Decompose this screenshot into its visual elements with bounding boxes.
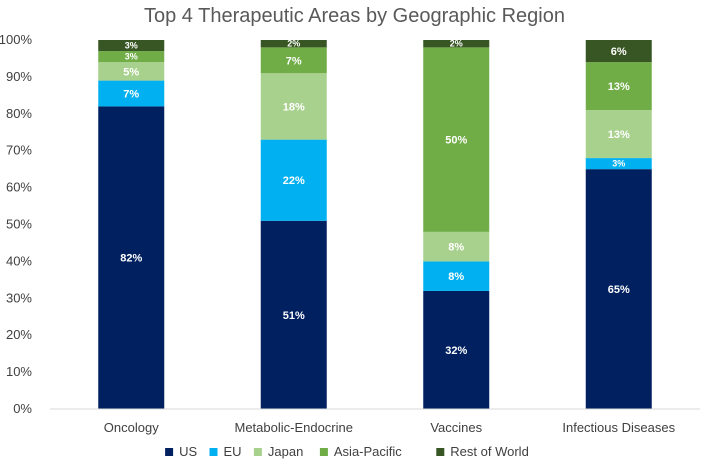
legend-swatch: [436, 448, 445, 456]
bar-segment-japan: [423, 231, 490, 262]
legend-label: EU: [224, 444, 242, 459]
chart-title: Top 4 Therapeutic Areas by Geographic Re…: [144, 5, 565, 27]
data-label: 82%: [120, 253, 142, 265]
legend-swatch: [319, 448, 328, 456]
data-label: 18%: [283, 101, 305, 113]
bar-segment-eu: [98, 80, 165, 107]
data-label: 6%: [611, 46, 627, 58]
bar-segment-asia-pacific: [98, 51, 165, 63]
x-tick-label: Oncology: [104, 420, 159, 435]
bar-segment-eu: [260, 139, 327, 221]
data-label: 7%: [123, 89, 139, 101]
bar-segment-asia-pacific: [423, 47, 490, 232]
y-tick-label: 70%: [6, 143, 32, 158]
data-label: 5%: [123, 66, 139, 78]
data-label: 65%: [608, 284, 630, 296]
bar-segment-eu: [423, 261, 490, 291]
x-tick-label: Vaccines: [430, 420, 482, 435]
bar-segment-us: [98, 106, 165, 410]
y-tick-label: 0%: [13, 401, 32, 416]
data-label: 3%: [125, 52, 138, 62]
bar-segment-asia-pacific: [585, 62, 652, 111]
bar-segment-rest-of-world: [423, 40, 490, 48]
legend-swatch: [165, 448, 174, 456]
y-tick-label: 40%: [6, 253, 32, 268]
y-tick-label: 10%: [6, 364, 32, 379]
data-label: 50%: [445, 135, 467, 147]
legend-label: Rest of World: [450, 444, 529, 459]
bar-segment-us: [585, 169, 652, 409]
data-label: 32%: [445, 345, 467, 357]
x-tick-label: Infectious Diseases: [562, 420, 675, 435]
bar-segment-rest-of-world: [98, 40, 165, 52]
bar-segment-japan: [98, 62, 165, 81]
y-tick-label: 60%: [6, 180, 32, 195]
legend-label: Japan: [268, 444, 303, 459]
bar-segment-japan: [260, 73, 327, 140]
data-label: 8%: [448, 271, 464, 283]
data-label: 13%: [608, 81, 630, 93]
data-label: 3%: [612, 159, 625, 169]
bar-segment-rest-of-world: [260, 40, 327, 48]
legend-label: US: [179, 444, 197, 459]
bar-segment-rest-of-world: [585, 40, 652, 63]
bar-stacks: 82%7%5%3%3%51%22%18%7%2%32%8%8%50%2%65%3…: [98, 39, 652, 410]
legend-label: Asia-Pacific: [334, 444, 402, 459]
bar-segment-us: [423, 290, 490, 409]
y-tick-label: 80%: [6, 106, 32, 121]
data-label: 2%: [287, 39, 300, 49]
bar-segment-eu: [585, 158, 652, 170]
data-label: 3%: [125, 41, 138, 51]
y-tick-label: 20%: [6, 327, 32, 342]
legend: US EU Japan Asia-Pacific Rest of World: [165, 444, 529, 459]
legend-swatch: [209, 448, 218, 456]
data-label: 8%: [448, 242, 464, 254]
y-tick-label: 100%: [0, 32, 32, 47]
data-label: 2%: [450, 39, 463, 49]
bar-segment-us: [260, 220, 327, 409]
legend-swatch: [253, 448, 262, 456]
x-tick-label: Metabolic-Endocrine: [234, 420, 353, 435]
y-tick-label: 50%: [6, 217, 32, 232]
data-label: 13%: [608, 129, 630, 141]
bar-segment-japan: [585, 110, 652, 159]
x-axis: Oncology Metabolic-Endocrine Vaccines Infec…: [50, 408, 700, 435]
y-tick-label: 30%: [6, 290, 32, 305]
data-label: 22%: [283, 175, 305, 187]
data-label: 7%: [286, 55, 302, 67]
bar-segment-asia-pacific: [260, 47, 327, 74]
y-tick-label: 90%: [6, 69, 32, 84]
y-axis: 0% 10% 20% 30% 40% 50% 60% 70% 80% 90% 100%: [0, 32, 32, 416]
data-label: 51%: [283, 310, 305, 322]
